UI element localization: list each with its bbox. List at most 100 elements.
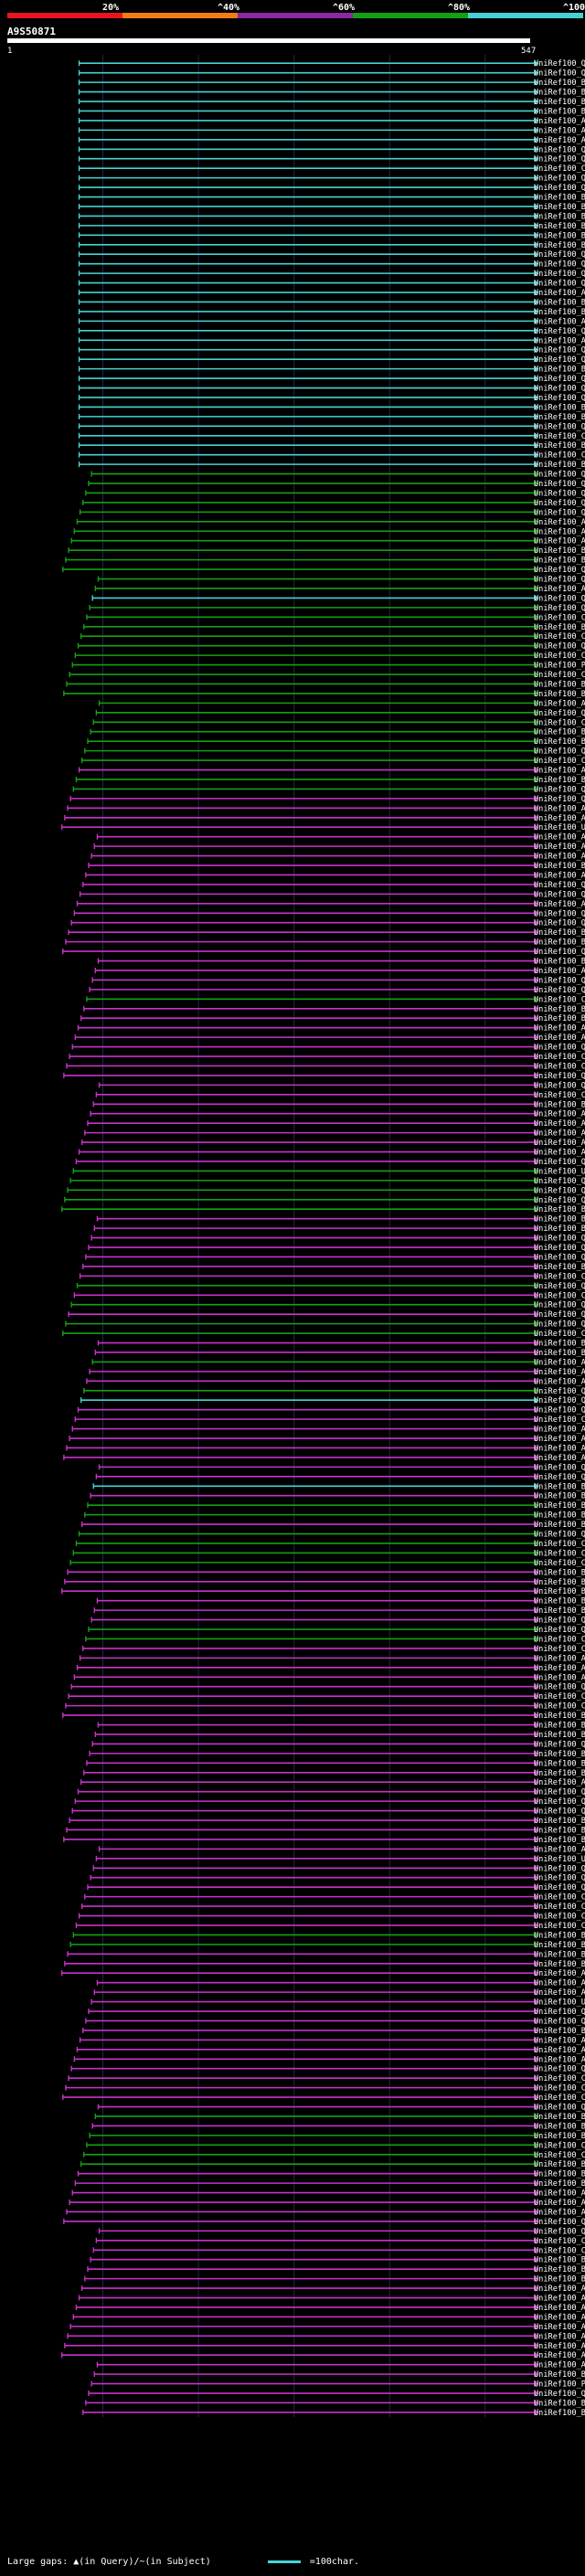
hit-row[interactable]: UniRef100_C0P3F9 xyxy=(86,995,585,1004)
hit-label[interactable]: UniRef100_A5AP19 xyxy=(534,2323,585,2332)
hit-row[interactable]: UniRef100_A5AP19 xyxy=(69,2323,585,2332)
hit-row[interactable]: UniRef100_A1YUN9 xyxy=(73,2055,585,2064)
hit-row[interactable]: UniRef100_Q0WWH4 xyxy=(78,59,585,69)
hit-label[interactable]: UniRef100_B8LPN4 xyxy=(534,2122,585,2131)
hit-row[interactable]: UniRef100_B9FX25 xyxy=(85,2399,585,2408)
hit-row[interactable]: UniRef100_B8LQT9 xyxy=(80,1014,585,1023)
hit-row[interactable]: UniRef100_A2Z9N4 xyxy=(64,814,585,823)
hit-row[interactable]: UniRef100_A9SRP4 xyxy=(91,1358,585,1367)
hit-label[interactable]: UniRef100_C0P8E9 xyxy=(534,613,585,622)
hit-row[interactable]: UniRef100_A7NSZ6 xyxy=(69,1435,585,1444)
hit-row[interactable]: UniRef100_Q8LM92 xyxy=(88,2390,585,2399)
hit-label[interactable]: UniRef100_B8LQZ6 xyxy=(534,231,585,240)
hit-label[interactable]: UniRef100_B9GQY9 xyxy=(534,2179,585,2189)
hit-row[interactable]: UniRef100_B5R991 xyxy=(65,557,585,566)
hit-row[interactable]: UniRef100_Q69P72 xyxy=(63,1072,585,1081)
hit-row[interactable]: UniRef100_Q2MJ15 xyxy=(82,881,585,890)
hit-row[interactable]: UniRef100_Q6S788 xyxy=(73,909,585,918)
hit-label[interactable]: UniRef100_A9NV92 xyxy=(534,699,585,708)
hit-label[interactable]: UniRef100_C1JXM6 xyxy=(534,2246,585,2255)
hit-label[interactable]: UniRef100_C0P9V6 xyxy=(534,671,585,680)
hit-row[interactable]: UniRef100_Q69P77 xyxy=(69,795,585,804)
hit-label[interactable]: UniRef100_B6Z8R7 xyxy=(534,194,585,203)
hit-label[interactable]: UniRef100_B8LN25 xyxy=(534,1349,585,1358)
hit-row[interactable]: UniRef100_A9PAH7 xyxy=(71,2189,585,2199)
hit-row[interactable]: UniRef100_Q2PEY1 xyxy=(68,1310,585,1320)
hit-label[interactable]: UniRef100_A7P6R8 xyxy=(534,967,585,976)
hit-label[interactable]: UniRef100_C4P9P5 xyxy=(534,432,585,441)
hit-row[interactable]: UniRef100_C5YDD2 xyxy=(68,2074,585,2083)
hit-label[interactable]: UniRef100_B6TP25 xyxy=(534,461,585,470)
hit-label[interactable]: UniRef100_C5WTB7 xyxy=(534,1549,585,1558)
hit-label[interactable]: UniRef100_Q2MJ10 xyxy=(534,145,585,154)
hit-row[interactable]: UniRef100_B2ZGP3 xyxy=(78,98,585,107)
hit-row[interactable]: UniRef100_A7QGR4 xyxy=(81,2284,585,2294)
hit-row[interactable]: UniRef100_B2XCJ1 xyxy=(84,2275,585,2284)
hit-label[interactable]: UniRef100_B2ZGP3 xyxy=(534,98,585,107)
hit-label[interactable]: UniRef100_C1JXM7 xyxy=(534,1702,585,1712)
hit-row[interactable]: UniRef100_B8LRU6 xyxy=(96,1597,585,1606)
hit-row[interactable]: UniRef100_B9S236 xyxy=(69,1817,585,1826)
hit-label[interactable]: UniRef100_B9GSU3 xyxy=(534,2170,585,2179)
hit-label[interactable]: UniRef100_Q40924 xyxy=(534,1406,585,1415)
hit-label[interactable]: UniRef100_A2Z7T1 xyxy=(534,1654,585,1663)
hit-label[interactable]: UniRef100_Q70CT3 xyxy=(534,480,585,489)
hit-row[interactable]: UniRef100_B9NDU8 xyxy=(61,1587,585,1596)
hit-row[interactable]: UniRef100_B9FE14 xyxy=(61,1205,585,1214)
hit-row[interactable]: UniRef100_B6Z8R7 xyxy=(78,194,585,203)
hit-label[interactable]: UniRef100_Q5QJH1 xyxy=(534,1235,585,1244)
hit-row[interactable]: UniRef100_C5H6N9 xyxy=(81,757,585,766)
hit-label[interactable]: UniRef100_Q3C6Y0 xyxy=(534,1044,585,1053)
hit-label[interactable]: UniRef100_C5YL79 xyxy=(534,2141,585,2150)
hit-row[interactable]: UniRef100_Q0LTM2 xyxy=(70,1683,585,1692)
hit-row[interactable]: UniRef100_Q6S787 xyxy=(83,1387,585,1396)
hit-label[interactable]: UniRef100_Q9FMN5 xyxy=(534,1282,585,1291)
hit-label[interactable]: UniRef100_Q4U656 xyxy=(534,375,585,384)
hit-row[interactable]: UniRef100_A3BZ94 xyxy=(67,804,585,813)
hit-label[interactable]: UniRef100_B9N857 xyxy=(534,1568,585,1577)
hit-row[interactable]: UniRef100_B9FZ33 xyxy=(80,2160,585,2169)
hit-label[interactable]: UniRef100_B2XCJ1 xyxy=(534,2275,585,2284)
hit-row[interactable]: UniRef100_Q2MJ10 xyxy=(78,145,585,154)
hit-row[interactable]: UniRef100_C6KE51 xyxy=(95,2237,585,2246)
hit-label[interactable]: UniRef100_A7P6M5 xyxy=(534,843,585,852)
hit-row[interactable]: UniRef100_C0SJ54 xyxy=(65,2084,585,2094)
hit-label[interactable]: UniRef100_Q2MJ24 xyxy=(534,1740,585,1749)
hit-row[interactable]: UniRef100_A5C6P2 xyxy=(74,1034,585,1043)
hit-label[interactable]: UniRef100_B9NH85 xyxy=(534,1578,585,1587)
hit-label[interactable]: UniRef100_C0PGT4 xyxy=(534,2094,585,2103)
hit-label[interactable]: UniRef100_Q9ZU07 xyxy=(534,2218,585,2227)
hit-label[interactable]: UniRef100_Q6S787 xyxy=(534,1387,585,1396)
hit-label[interactable]: UniRef100_Q70EV9 xyxy=(534,355,585,365)
hit-label[interactable]: UniRef100_Q5QIB0 xyxy=(534,260,585,270)
hit-row[interactable]: UniRef100_A7PTI8 xyxy=(78,126,585,135)
hit-label[interactable]: UniRef100_C0KY90 xyxy=(534,1062,585,1071)
hit-label[interactable]: UniRef100_A2Z1A2 xyxy=(534,1129,585,1139)
hit-label[interactable]: UniRef100_Q0QL83 xyxy=(534,1473,585,1482)
hit-label[interactable]: UniRef100_A3BZ94 xyxy=(534,804,585,813)
hit-label[interactable]: UniRef100_B6SS28 xyxy=(534,1263,585,1272)
hit-label[interactable]: UniRef100_A2XSS1 xyxy=(534,2036,585,2045)
hit-row[interactable]: UniRef100_Q53H69 xyxy=(89,604,585,613)
hit-row[interactable]: UniRef100_Q5QJH1 xyxy=(90,1235,585,1244)
hit-row[interactable]: UniRef100_B8LSH8 xyxy=(78,222,585,231)
hit-label[interactable]: UniRef100_B4G0F5 xyxy=(534,1100,585,1109)
hit-row[interactable]: UniRef100_A7P6R8 xyxy=(94,967,585,976)
hit-label[interactable]: UniRef100_Q70CT2 xyxy=(534,471,585,480)
hit-label[interactable]: UniRef100_A5C6Y2 xyxy=(534,136,585,145)
hit-row[interactable]: UniRef100_B4FDS5 xyxy=(78,413,585,422)
hit-row[interactable]: UniRef100_C0LQP5 xyxy=(74,1415,585,1425)
hit-row[interactable]: UniRef100_A9ZT58 xyxy=(69,2199,585,2208)
hit-label[interactable]: UniRef100_C5W205 xyxy=(534,1903,585,1912)
hit-label[interactable]: UniRef100_Q2MJ16 xyxy=(534,1253,585,1262)
hit-label[interactable]: UniRef100_A9ZT58 xyxy=(534,2199,585,2208)
hit-row[interactable]: UniRef100_Q5VEX4 xyxy=(72,785,585,794)
hit-label[interactable]: UniRef100_B2XCJ4 xyxy=(534,1769,585,1778)
hit-row[interactable]: UniRef100_Q93XE7 xyxy=(91,594,585,603)
hit-label[interactable]: UniRef100_A9TLY6 xyxy=(534,871,585,880)
hit-label[interactable]: UniRef100_Q0L9H4 xyxy=(534,576,585,585)
hit-row[interactable]: UniRef100_B6SZ17 xyxy=(67,1950,585,1959)
hit-row[interactable]: UniRef100_Q53L6 xyxy=(88,1626,585,1635)
hit-row[interactable]: UniRef100_A2Z1P9 xyxy=(90,1110,585,1119)
hit-label[interactable]: UniRef100_C0LQP6 xyxy=(534,2151,585,2160)
